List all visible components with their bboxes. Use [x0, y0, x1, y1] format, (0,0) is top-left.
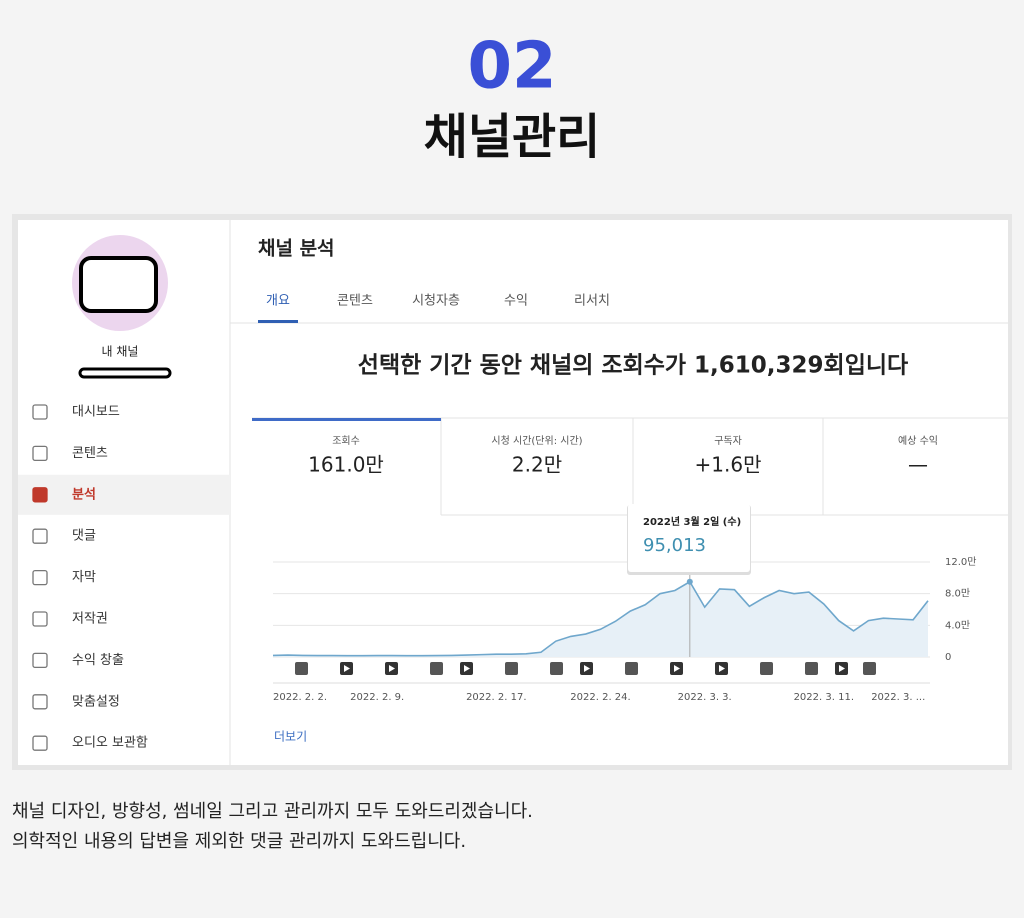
- marker: [295, 662, 308, 675]
- marker: [430, 662, 443, 675]
- metric-value: 2.2만: [512, 453, 562, 477]
- x-tick-label: 2022. 2. 9.: [350, 692, 404, 703]
- marker: [760, 662, 773, 675]
- sidebar-item[interactable]: 대시보드: [72, 405, 120, 420]
- sidebar-icon[interactable]: [32, 694, 48, 710]
- footer-line: 채널 디자인, 방향성, 썸네일 그리고 관리까지 모두 도와드리겠습니다.: [12, 801, 533, 822]
- active-metric-bar: [252, 418, 441, 421]
- sidebar-item[interactable]: 콘텐츠: [72, 446, 108, 461]
- metric-value: —: [908, 453, 928, 477]
- sidebar-item[interactable]: 맞춤설정: [72, 694, 120, 709]
- more-link[interactable]: 더보기: [274, 730, 307, 744]
- x-tick-label: 2022. 3. 11.: [794, 692, 854, 703]
- sidebar-icon[interactable]: [32, 569, 48, 586]
- tab[interactable]: 수익: [504, 294, 528, 309]
- tooltip-title: 2022년 3월 2일 (수): [643, 515, 741, 528]
- sidebar-icon[interactable]: [32, 611, 48, 627]
- marker: [805, 662, 818, 675]
- tab[interactable]: 리서치: [574, 294, 610, 309]
- sidebar-icon[interactable]: [32, 487, 48, 503]
- sidebar-icon[interactable]: [32, 528, 48, 544]
- x-tick-label: 2022. 3. ...: [871, 692, 925, 703]
- sidebar-icon[interactable]: [32, 652, 48, 669]
- avatar-redaction: [79, 256, 158, 313]
- sidebar-icon[interactable]: [32, 404, 48, 420]
- x-tick-label: 2022. 3. 3.: [678, 692, 732, 703]
- footer-line: 의학적인 내용의 답변을 제외한 댓글 관리까지 도와드립니다.: [12, 831, 466, 852]
- marker-icon: [674, 665, 680, 672]
- section-number: 02: [467, 30, 556, 104]
- sidebar-item[interactable]: 자막: [72, 570, 96, 585]
- tab[interactable]: 콘텐츠: [337, 294, 373, 309]
- marker: [505, 662, 518, 675]
- tab[interactable]: 개요: [266, 294, 290, 309]
- y-tick-label: 8.0만: [945, 588, 970, 600]
- tooltip: [628, 504, 750, 572]
- marker: [550, 662, 563, 675]
- marker-icon: [464, 665, 470, 672]
- marker-icon: [584, 665, 590, 672]
- sidebar-item[interactable]: 수익 창출: [72, 653, 124, 668]
- metric-label: 시청 시간(단위: 시간): [491, 434, 582, 447]
- x-tick-label: 2022. 2. 24.: [570, 692, 630, 703]
- line: [272, 580, 929, 657]
- sidebar-icon[interactable]: [32, 735, 48, 751]
- metric-label: 조회수: [332, 435, 360, 447]
- hover-point: [686, 578, 693, 585]
- sidebar-icon[interactable]: [32, 445, 48, 462]
- y-tick-label: 0: [945, 652, 951, 663]
- metric-value: 161.0만: [308, 453, 384, 477]
- sidebar-item[interactable]: 댓글: [72, 529, 96, 544]
- area: [273, 581, 928, 657]
- y-tick-label: 12.0만: [945, 556, 976, 568]
- marker-icon: [344, 665, 350, 672]
- marker-icon: [839, 665, 845, 672]
- tab[interactable]: 시청자층: [412, 294, 460, 309]
- main-title: 채널 분석: [258, 238, 335, 260]
- x-tick-label: 2022. 2. 17.: [466, 692, 526, 703]
- redaction-mark: [78, 367, 172, 379]
- tooltip-value: 95,013: [643, 535, 706, 556]
- tab-underline: [258, 320, 298, 323]
- marker-icon: [719, 665, 725, 672]
- headline: 선택한 기간 동안 채널의 조회수가 1,610,329회입니다: [358, 353, 908, 379]
- sidebar-item[interactable]: 오디오 보관함: [72, 736, 148, 751]
- marker: [625, 662, 638, 675]
- sidebar-item[interactable]: 저작권: [72, 612, 108, 627]
- y-tick-label: 4.0만: [945, 619, 970, 631]
- marker-icon: [389, 665, 395, 672]
- metric-label: 예상 수익: [898, 435, 938, 447]
- section-title: 채널관리: [424, 109, 601, 165]
- x-tick-label: 2022. 2. 2.: [273, 692, 327, 703]
- sidebar-active-bg: [18, 474, 230, 515]
- metric-label: 구독자: [714, 435, 742, 447]
- metric-value: +1.6만: [695, 453, 762, 477]
- sidebar-item[interactable]: 분석: [72, 487, 96, 502]
- marker: [863, 662, 876, 675]
- event-markers: [295, 662, 876, 675]
- channel-name: 내 채널: [102, 345, 139, 359]
